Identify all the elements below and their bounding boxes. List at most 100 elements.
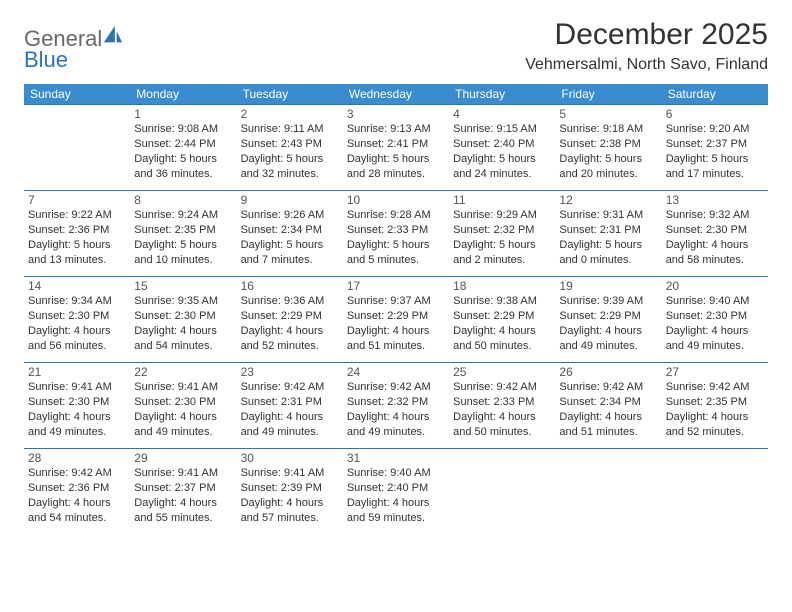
day-number: 29 bbox=[134, 451, 232, 465]
calendar-week-row: 21 Sunrise: 9:41 AMSunset: 2:30 PMDayligh… bbox=[24, 363, 768, 449]
calendar-day-cell: 14Sunrise: 9:34 AMSunset: 2:30 PMDayligh… bbox=[24, 277, 130, 363]
day-number: 6 bbox=[666, 107, 764, 121]
day-info: Sunrise: 9:42 AMSunset: 2:34 PMDaylight:… bbox=[559, 380, 657, 439]
calendar-day-cell: 16Sunrise: 9:36 AMSunset: 2:29 PMDayligh… bbox=[237, 277, 343, 363]
calendar-week-row: 28Sunrise: 9:42 AMSunset: 2:36 PMDayligh… bbox=[24, 449, 768, 535]
day-number: 23 bbox=[241, 365, 339, 379]
calendar-day-cell: 17Sunrise: 9:37 AMSunset: 2:29 PMDayligh… bbox=[343, 277, 449, 363]
calendar-day-cell: 27Sunrise: 9:42 AMSunset: 2:35 PMDayligh… bbox=[662, 363, 768, 449]
calendar-day-cell: 9Sunrise: 9:26 AMSunset: 2:34 PMDaylight… bbox=[237, 191, 343, 277]
calendar-day-cell: 1Sunrise: 9:08 AMSunset: 2:44 PMDaylight… bbox=[130, 105, 236, 191]
calendar-day-cell: 18Sunrise: 9:38 AMSunset: 2:29 PMDayligh… bbox=[449, 277, 555, 363]
day-info: Sunrise: 9:20 AMSunset: 2:37 PMDaylight:… bbox=[666, 122, 764, 181]
weekday-header: Friday bbox=[555, 84, 661, 105]
day-info: Sunrise: 9:42 AMSunset: 2:33 PMDaylight:… bbox=[453, 380, 551, 439]
header: General Blue December 2025 Vehmersalmi, … bbox=[24, 18, 768, 74]
calendar-day-cell: 5Sunrise: 9:18 AMSunset: 2:38 PMDaylight… bbox=[555, 105, 661, 191]
day-info: Sunrise: 9:40 AMSunset: 2:30 PMDaylight:… bbox=[666, 294, 764, 353]
day-info: Sunrise: 9:34 AMSunset: 2:30 PMDaylight:… bbox=[28, 294, 126, 353]
day-number: 21 bbox=[28, 365, 126, 379]
day-info: Sunrise: 9:08 AMSunset: 2:44 PMDaylight:… bbox=[134, 122, 232, 181]
calendar-day-cell: 13Sunrise: 9:32 AMSunset: 2:30 PMDayligh… bbox=[662, 191, 768, 277]
day-info: Sunrise: 9:24 AMSunset: 2:35 PMDaylight:… bbox=[134, 208, 232, 267]
title-block: December 2025 Vehmersalmi, North Savo, F… bbox=[525, 18, 768, 74]
day-number: 9 bbox=[241, 193, 339, 207]
day-info: Sunrise: 9:41 AMSunset: 2:37 PMDaylight:… bbox=[134, 466, 232, 525]
day-number: 20 bbox=[666, 279, 764, 293]
calendar-day-cell: 21Sunrise: 9:41 AMSunset: 2:30 PMDayligh… bbox=[24, 363, 130, 449]
day-number: 3 bbox=[347, 107, 445, 121]
calendar-header-row: Sunday Monday Tuesday Wednesday Thursday… bbox=[24, 84, 768, 105]
day-number: 14 bbox=[28, 279, 126, 293]
weekday-header: Monday bbox=[130, 84, 236, 105]
day-info: Sunrise: 9:29 AMSunset: 2:32 PMDaylight:… bbox=[453, 208, 551, 267]
day-number: 28 bbox=[28, 451, 126, 465]
day-info: Sunrise: 9:22 AMSunset: 2:36 PMDaylight:… bbox=[28, 208, 126, 267]
day-info: Sunrise: 9:32 AMSunset: 2:30 PMDaylight:… bbox=[666, 208, 764, 267]
day-number: 1 bbox=[134, 107, 232, 121]
sail-icon bbox=[102, 24, 124, 46]
calendar-week-row: 1Sunrise: 9:08 AMSunset: 2:44 PMDaylight… bbox=[24, 105, 768, 191]
calendar-day-cell: 29Sunrise: 9:41 AMSunset: 2:37 PMDayligh… bbox=[130, 449, 236, 535]
day-info: Sunrise: 9:11 AMSunset: 2:43 PMDaylight:… bbox=[241, 122, 339, 181]
day-info: Sunrise: 9:18 AMSunset: 2:38 PMDaylight:… bbox=[559, 122, 657, 181]
calendar-day-cell: 10Sunrise: 9:28 AMSunset: 2:33 PMDayligh… bbox=[343, 191, 449, 277]
day-number: 18 bbox=[453, 279, 551, 293]
day-info: Sunrise: 9:41 AMSunset: 2:39 PMDaylight:… bbox=[241, 466, 339, 525]
day-number: 16 bbox=[241, 279, 339, 293]
day-number: 2 bbox=[241, 107, 339, 121]
day-info: Sunrise: 9:31 AMSunset: 2:31 PMDaylight:… bbox=[559, 208, 657, 267]
day-number: 31 bbox=[347, 451, 445, 465]
day-info: Sunrise: 9:39 AMSunset: 2:29 PMDaylight:… bbox=[559, 294, 657, 353]
calendar-day-cell: 23Sunrise: 9:42 AMSunset: 2:31 PMDayligh… bbox=[237, 363, 343, 449]
logo: General Blue bbox=[24, 24, 124, 71]
calendar-day-cell: 19Sunrise: 9:39 AMSunset: 2:29 PMDayligh… bbox=[555, 277, 661, 363]
calendar-day-cell: 7Sunrise: 9:22 AMSunset: 2:36 PMDaylight… bbox=[24, 191, 130, 277]
calendar-day-cell bbox=[555, 449, 661, 535]
weekday-header: Thursday bbox=[449, 84, 555, 105]
calendar-day-cell: 26Sunrise: 9:42 AMSunset: 2:34 PMDayligh… bbox=[555, 363, 661, 449]
calendar-day-cell: 12Sunrise: 9:31 AMSunset: 2:31 PMDayligh… bbox=[555, 191, 661, 277]
day-number: 8 bbox=[134, 193, 232, 207]
day-number: 30 bbox=[241, 451, 339, 465]
calendar-day-cell: 4Sunrise: 9:15 AMSunset: 2:40 PMDaylight… bbox=[449, 105, 555, 191]
calendar-day-cell: 6Sunrise: 9:20 AMSunset: 2:37 PMDaylight… bbox=[662, 105, 768, 191]
weekday-header: Sunday bbox=[24, 84, 130, 105]
day-info: Sunrise: 9:42 AMSunset: 2:36 PMDaylight:… bbox=[28, 466, 126, 525]
day-info: Sunrise: 9:42 AMSunset: 2:35 PMDaylight:… bbox=[666, 380, 764, 439]
day-number: 5 bbox=[559, 107, 657, 121]
calendar-day-cell: 30Sunrise: 9:41 AMSunset: 2:39 PMDayligh… bbox=[237, 449, 343, 535]
day-number: 25 bbox=[453, 365, 551, 379]
day-number: 15 bbox=[134, 279, 232, 293]
calendar-day-cell bbox=[24, 105, 130, 191]
day-number: 10 bbox=[347, 193, 445, 207]
day-info: Sunrise: 9:37 AMSunset: 2:29 PMDaylight:… bbox=[347, 294, 445, 353]
day-number: 26 bbox=[559, 365, 657, 379]
day-info: Sunrise: 9:40 AMSunset: 2:40 PMDaylight:… bbox=[347, 466, 445, 525]
calendar-day-cell: 24Sunrise: 9:42 AMSunset: 2:32 PMDayligh… bbox=[343, 363, 449, 449]
calendar-day-cell: 8Sunrise: 9:24 AMSunset: 2:35 PMDaylight… bbox=[130, 191, 236, 277]
month-title: December 2025 bbox=[525, 18, 768, 52]
weekday-header: Tuesday bbox=[237, 84, 343, 105]
day-number: 12 bbox=[559, 193, 657, 207]
calendar-day-cell: 20Sunrise: 9:40 AMSunset: 2:30 PMDayligh… bbox=[662, 277, 768, 363]
calendar-day-cell: 28Sunrise: 9:42 AMSunset: 2:36 PMDayligh… bbox=[24, 449, 130, 535]
day-info: Sunrise: 9:28 AMSunset: 2:33 PMDaylight:… bbox=[347, 208, 445, 267]
day-number: 13 bbox=[666, 193, 764, 207]
day-info: Sunrise: 9:41 AMSunset: 2:30 PMDaylight:… bbox=[134, 380, 232, 439]
location: Vehmersalmi, North Savo, Finland bbox=[525, 56, 768, 74]
calendar-day-cell: 3Sunrise: 9:13 AMSunset: 2:41 PMDaylight… bbox=[343, 105, 449, 191]
day-number: 22 bbox=[134, 365, 232, 379]
calendar-body: 1Sunrise: 9:08 AMSunset: 2:44 PMDaylight… bbox=[24, 105, 768, 535]
calendar-day-cell bbox=[449, 449, 555, 535]
calendar-day-cell: 25Sunrise: 9:42 AMSunset: 2:33 PMDayligh… bbox=[449, 363, 555, 449]
logo-text: General Blue bbox=[24, 24, 124, 71]
day-info: Sunrise: 9:13 AMSunset: 2:41 PMDaylight:… bbox=[347, 122, 445, 181]
day-info: Sunrise: 9:42 AMSunset: 2:31 PMDaylight:… bbox=[241, 380, 339, 439]
calendar-day-cell: 11Sunrise: 9:29 AMSunset: 2:32 PMDayligh… bbox=[449, 191, 555, 277]
logo-word-blue: Blue bbox=[24, 47, 68, 72]
day-number: 24 bbox=[347, 365, 445, 379]
day-number: 27 bbox=[666, 365, 764, 379]
calendar-day-cell: 22Sunrise: 9:41 AMSunset: 2:30 PMDayligh… bbox=[130, 363, 236, 449]
calendar-table: Sunday Monday Tuesday Wednesday Thursday… bbox=[24, 84, 768, 535]
